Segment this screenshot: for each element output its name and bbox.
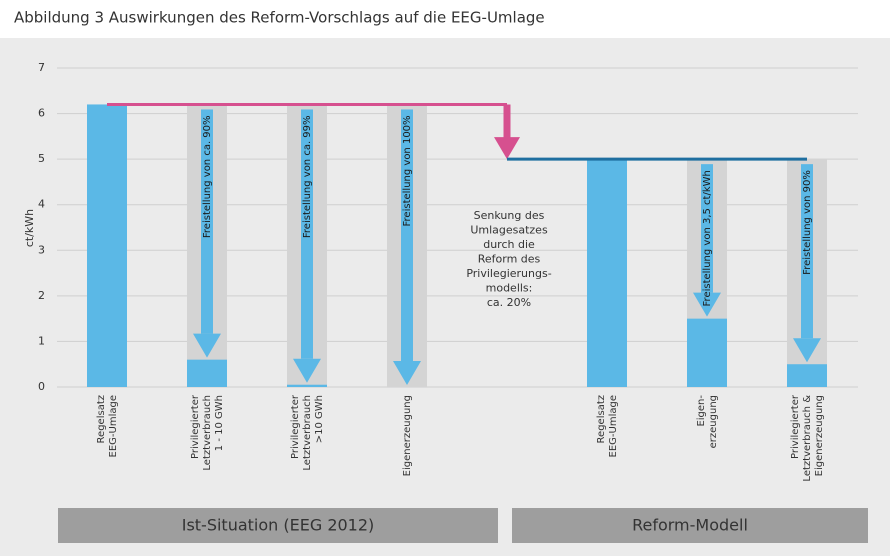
annotation: Senkung des [474, 209, 545, 222]
bar [187, 359, 227, 387]
group-label: Ist-Situation (EEG 2012) [182, 516, 375, 535]
x-tick-label-line: EEG-Umlage [108, 395, 119, 457]
arrow-shaft [701, 164, 713, 293]
group-box [512, 508, 868, 543]
x-tick-label-line: Eigen- [696, 395, 707, 427]
annotation: durch die [483, 238, 535, 251]
x-tick-label: Eigenerzeugung [402, 395, 413, 476]
bar [87, 104, 127, 387]
x-tick-label-line: Privilegierter [290, 394, 301, 459]
x-tick-label-line: erzeugung [708, 395, 719, 448]
arrow-head [793, 338, 821, 363]
arrow-shaft [201, 109, 213, 334]
arrow-head [193, 333, 221, 358]
x-tick-label: PrivilegierterLetztverbrauch &Eigenerzeu… [790, 394, 825, 481]
y-tick-label: 6 [38, 107, 45, 120]
arrow-label: Freistellung von ca. 99% [302, 115, 313, 238]
group-box [58, 508, 498, 543]
arrow-head [293, 358, 321, 383]
x-tick-label: Eigen-erzeugung [696, 395, 719, 449]
x-tick-label-line: Privilegierter [790, 394, 801, 459]
annotation: modells: [486, 282, 533, 295]
y-tick-label: 5 [38, 152, 45, 165]
y-tick-label: 2 [38, 289, 45, 302]
y-tick-label: 1 [38, 334, 45, 347]
chart-title: Abbildung 3 Auswirkungen des Reform-Vors… [14, 9, 545, 27]
bar [787, 364, 827, 387]
group-label: Reform-Modell [632, 516, 748, 535]
annotation: Umlagesatzes [470, 224, 548, 237]
x-tick-label-line: Letztverbrauch [302, 395, 313, 471]
x-tick-label: PrivilegierterLetztverbrauch1 - 10 GWh [190, 394, 225, 470]
arrow-head [393, 361, 421, 385]
x-tick-label-line: Regelsatz [596, 395, 607, 443]
x-tick-label-line: EEG-Umlage [608, 395, 619, 457]
x-tick-label: RegelsatzEEG-Umlage [96, 395, 119, 457]
annotation: Reform des [478, 253, 541, 266]
bar [687, 318, 727, 387]
arrow-shaft [301, 109, 313, 359]
arrow-label: Freistellung von ca. 90% [202, 115, 213, 238]
x-tick-label-line: Letztverbrauch & [802, 395, 813, 482]
x-tick-label-line: Regelsatz [96, 395, 107, 443]
x-tick-label: RegelsatzEEG-Umlage [596, 395, 619, 457]
connector-head [494, 137, 520, 160]
x-tick-label: PrivilegierterLetztverbrauch>10 GWh [290, 394, 325, 470]
x-tick-label-line: Privilegierter [190, 394, 201, 459]
annotation: Privilegierungs- [466, 267, 551, 280]
arrow-shaft [801, 164, 813, 339]
arrow-label: Freistellung von 3,5 ct/kWh [702, 170, 713, 306]
arrow-head [693, 292, 721, 317]
bar [587, 159, 627, 387]
y-tick-label: 3 [38, 243, 45, 256]
x-tick-label-line: >10 GWh [314, 395, 325, 443]
y-tick-label: 7 [38, 61, 45, 74]
bar [287, 384, 327, 387]
arrow-label: Freistellung von 100% [402, 115, 413, 226]
y-tick-label: 0 [38, 380, 45, 393]
annotation: ca. 20% [487, 296, 531, 309]
x-tick-label-line: Letztverbrauch [202, 395, 213, 471]
x-tick-label-line: Eigenerzeugung [402, 395, 413, 476]
x-tick-label-line: 1 - 10 GWh [214, 395, 225, 451]
y-axis-label: ct/kWh [23, 209, 36, 247]
arrow-label: Freistellung von 90% [802, 170, 813, 275]
x-tick-label-line: Eigenerzeugung [814, 395, 825, 476]
arrow-shaft [401, 109, 413, 361]
y-tick-label: 4 [38, 198, 45, 211]
background [0, 38, 890, 556]
